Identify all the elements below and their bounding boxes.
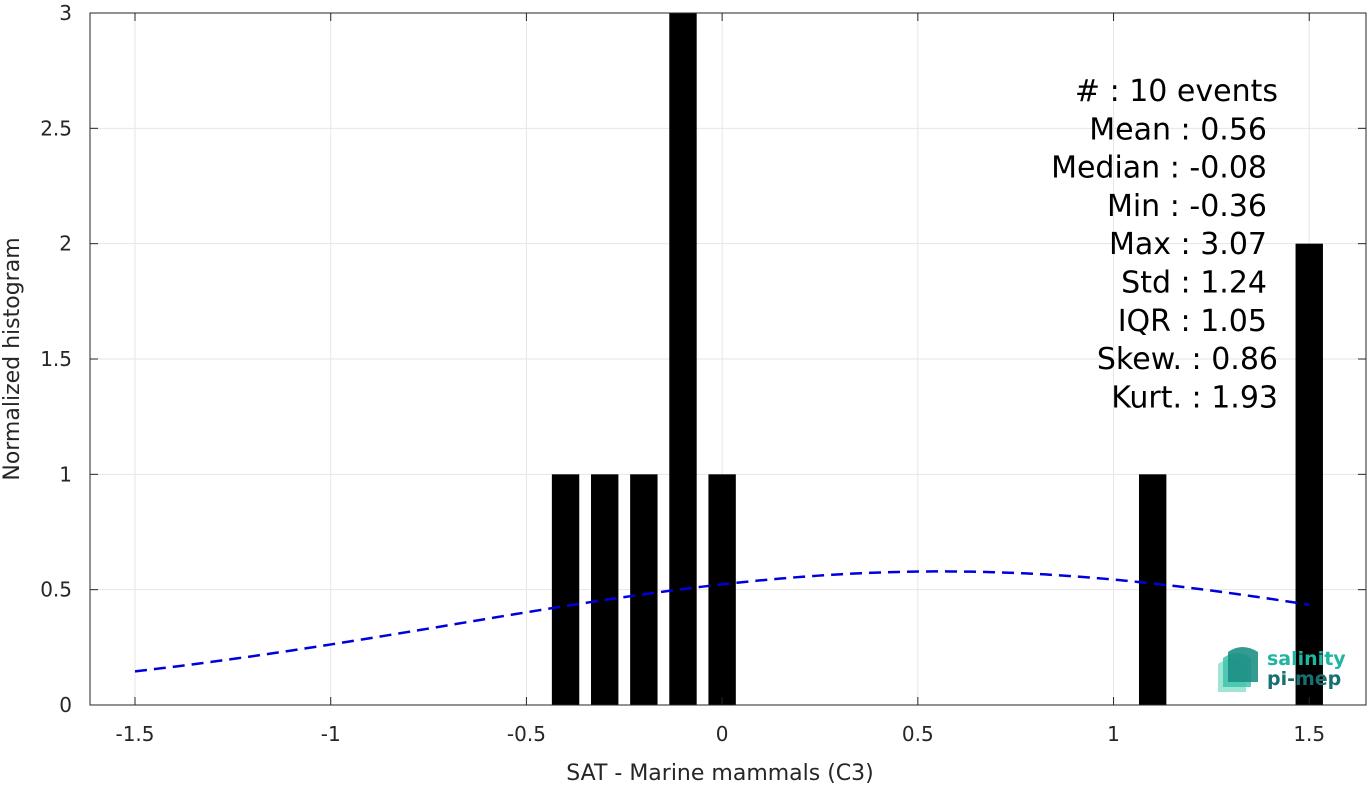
stat-line-6: IQR : 1.05 (1118, 304, 1267, 339)
x-tick-label-0: -1.5 (115, 722, 154, 746)
stat-line-5: Std : 1.24 (1121, 266, 1267, 301)
y-tick-label-1: 0.5 (40, 578, 72, 602)
stat-line-3: Min : -0.36 (1107, 189, 1267, 224)
logo-line-1: salinity (1267, 648, 1346, 670)
y-tick-label-2: 1 (59, 462, 72, 486)
x-axis-title: SAT - Marine mammals (C3) (566, 761, 874, 785)
y-axis-title: Normalized histogram (0, 237, 25, 480)
x-tick-label-2: -0.5 (507, 722, 546, 746)
x-tick-label-5: 1 (1107, 722, 1120, 746)
y-tick-labels: 0 0.5 1 1.5 2 2.5 3 (40, 1, 72, 717)
stat-line-7: Skew. : 0.86 (1097, 342, 1278, 377)
stat-line-2: Median : -0.08 (1051, 151, 1267, 186)
y-tick-label-6: 3 (59, 1, 72, 25)
bar-0 (551, 474, 580, 705)
y-tick-label-4: 2 (59, 232, 72, 256)
x-tick-label-4: 0.5 (902, 722, 934, 746)
salinity-pi-mep-logo: salinity pi-mep (1218, 647, 1346, 692)
bar-4 (708, 474, 736, 705)
x-tick-label-1: -1 (321, 722, 341, 746)
axis-ticks (90, 12, 1366, 706)
stat-line-4: Max : 3.07 (1109, 227, 1267, 262)
y-tick-label-0: 0 (59, 693, 72, 717)
logo-line-2: pi-mep (1267, 668, 1341, 690)
stat-line-8: Kurt. : 1.93 (1111, 380, 1278, 415)
bar-5 (1138, 474, 1167, 705)
stat-line-0: # : 10 events (1075, 74, 1278, 109)
bar-1 (591, 474, 619, 705)
bar-3 (669, 13, 697, 705)
logo-waves-icon (1218, 647, 1258, 692)
bar-2 (630, 474, 658, 705)
x-tick-labels: -1.5 -1 -0.5 0 0.5 1 1.5 (115, 722, 1325, 746)
x-tick-label-3: 0 (716, 722, 729, 746)
y-tick-label-5: 2.5 (40, 116, 72, 140)
bar-6 (1295, 243, 1323, 705)
normal-fit-curve (134, 570, 1310, 673)
stat-line-1: Mean : 0.56 (1089, 112, 1267, 147)
y-tick-label-3: 1.5 (40, 347, 72, 371)
bars (551, 13, 1323, 705)
x-tick-label-6: 1.5 (1293, 722, 1325, 746)
